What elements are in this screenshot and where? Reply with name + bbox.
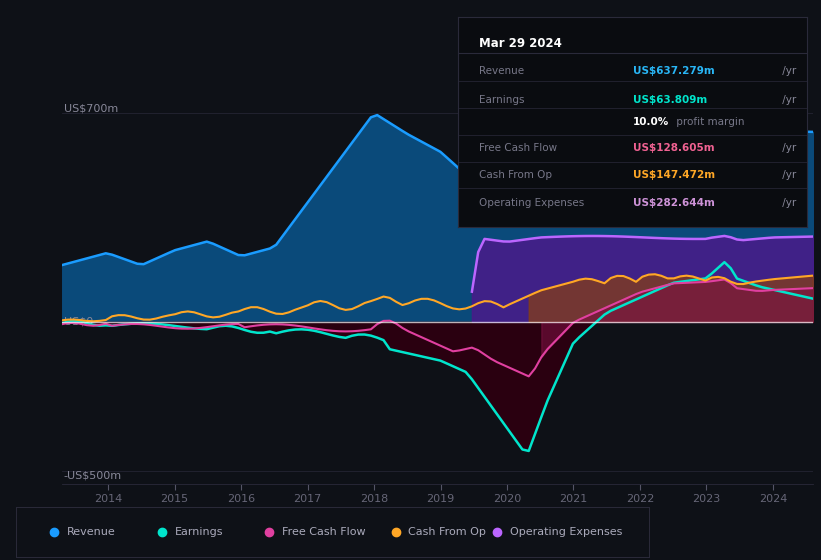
Text: Operating Expenses: Operating Expenses — [479, 198, 585, 208]
Text: /yr: /yr — [779, 67, 796, 76]
Text: /yr: /yr — [779, 143, 796, 153]
Text: Free Cash Flow: Free Cash Flow — [479, 143, 557, 153]
Text: Revenue: Revenue — [479, 67, 524, 76]
Text: US$637.279m: US$637.279m — [633, 67, 714, 76]
Text: /yr: /yr — [779, 198, 796, 208]
Text: Revenue: Revenue — [67, 527, 116, 537]
Text: US$128.605m: US$128.605m — [633, 143, 714, 153]
Text: US$63.809m: US$63.809m — [633, 95, 707, 105]
Text: Free Cash Flow: Free Cash Flow — [282, 527, 365, 537]
Text: Mar 29 2024: Mar 29 2024 — [479, 37, 562, 50]
Text: Operating Expenses: Operating Expenses — [510, 527, 621, 537]
Text: US$700m: US$700m — [64, 103, 118, 113]
Text: /yr: /yr — [779, 170, 796, 180]
Text: profit margin: profit margin — [672, 117, 744, 127]
Text: /yr: /yr — [779, 95, 796, 105]
Text: 10.0%: 10.0% — [633, 117, 669, 127]
Text: Cash From Op: Cash From Op — [479, 170, 552, 180]
Text: US$0: US$0 — [64, 317, 93, 327]
Text: Cash From Op: Cash From Op — [408, 527, 486, 537]
Text: Earnings: Earnings — [479, 95, 525, 105]
Text: Earnings: Earnings — [175, 527, 223, 537]
Text: US$147.472m: US$147.472m — [633, 170, 715, 180]
Text: US$282.644m: US$282.644m — [633, 198, 714, 208]
Text: -US$500m: -US$500m — [64, 471, 122, 481]
